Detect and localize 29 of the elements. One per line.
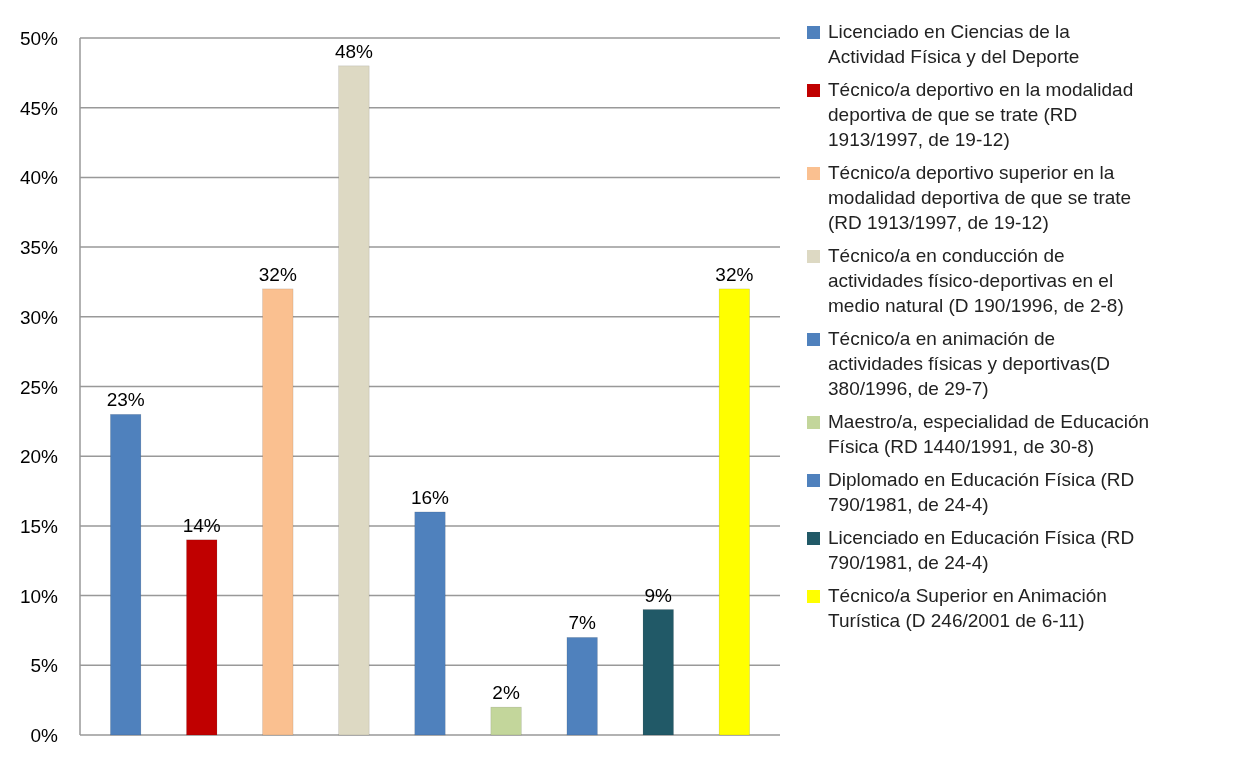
legend-label: Técnico/a en animación de actividades físicas y deportivas(D 380/1996, de 29-7) xyxy=(828,328,1110,399)
y-tick-label: 30% xyxy=(19,306,59,328)
data-label: 48% xyxy=(334,40,374,62)
y-tick-label: 50% xyxy=(19,28,59,49)
legend-label: Técnico/a deportivo en la modalidad deportiva de que se trate (RD 1913/1997, de 19-12) xyxy=(828,79,1134,150)
legend-label: Diplomado en Educación Física (RD 790/1981, de 24-4) xyxy=(828,469,1135,515)
legend-label: Técnico/a deportivo superior en la modalidad deportiva de que se trate (RD 1913/1997, de 19-12) xyxy=(828,162,1132,233)
data-label: 32% xyxy=(715,263,754,285)
y-tick-label: 20% xyxy=(19,446,59,468)
data-label: 16% xyxy=(410,486,450,508)
y-tick-label: 35% xyxy=(19,237,59,259)
legend-label: Técnico/a Superior en Animación Turística (D 246/2001 de 6-11) xyxy=(828,585,1107,631)
legend-label: Licenciado en Ciencias de la Actividad Física y del Deporte xyxy=(828,21,1080,67)
legend-label: Licenciado en Educación Física (RD 790/1981, de 24-4) xyxy=(828,527,1135,573)
y-tick-label: 15% xyxy=(19,515,59,537)
y-tick-label: 25% xyxy=(19,376,59,398)
data-label: 14% xyxy=(182,514,221,536)
y-tick-label: 10% xyxy=(19,585,59,607)
data-label: 23% xyxy=(106,389,145,411)
y-tick-label: 40% xyxy=(19,167,59,189)
data-label: 9% xyxy=(644,584,673,606)
data-label: 2% xyxy=(492,682,520,704)
legend-label: Técnico/a en conducción de actividades físico-deportivas en el medio natural (D 190/1996, de 2-8) xyxy=(828,245,1124,316)
data-label: 7% xyxy=(568,612,597,634)
legend-label: Maestro/a, especialidad de Educación Física (RD 1440/1991, de 30-8) xyxy=(828,411,1150,457)
data-label: 32% xyxy=(258,263,297,285)
y-tick-label: 45% xyxy=(19,97,59,119)
y-tick-label: 0% xyxy=(30,725,59,746)
y-tick-label: 5% xyxy=(30,655,59,677)
